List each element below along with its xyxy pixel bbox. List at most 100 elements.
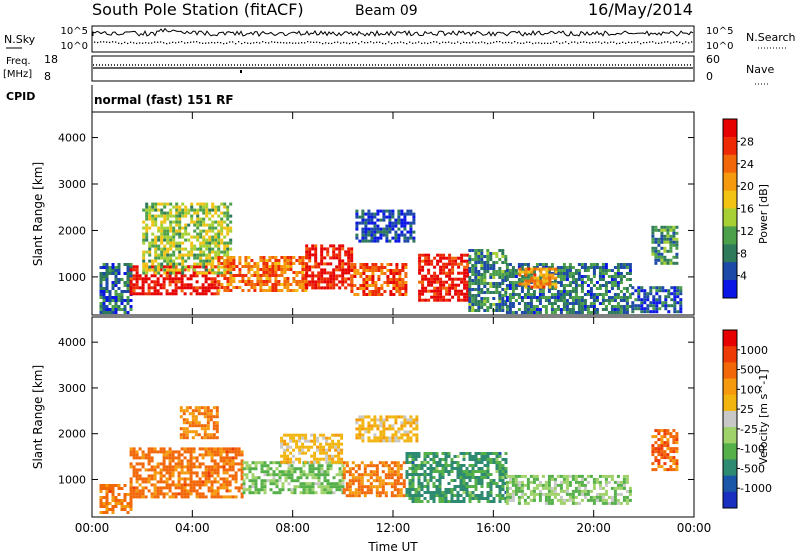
nsearch-dot: [145, 42, 147, 44]
nsearch-dot: [337, 41, 339, 43]
nsearch-dot: [403, 42, 405, 44]
nsearch-dot: [127, 42, 129, 45]
colorbar-tick-label: -25: [740, 423, 758, 436]
nsearch-dot: [436, 41, 438, 43]
nsearch-dot: [430, 42, 432, 44]
nsearch-dot: [373, 42, 375, 44]
nsearch-dot: [106, 41, 108, 43]
freq-outlier: [240, 70, 242, 73]
nsearch-dot: [181, 41, 183, 43]
nsearch-dot: [274, 41, 276, 43]
nsearch-dot: [406, 43, 408, 45]
freq-label: Freq.: [6, 56, 31, 67]
time-axis-label: Time UT: [367, 540, 418, 554]
colorbar-swatch: [723, 394, 737, 412]
nsearch-dot: [259, 42, 261, 44]
colorbar-tick-label: -1000: [740, 482, 772, 495]
colorbar-tick-label: 24: [740, 158, 754, 171]
nsearch-dot: [376, 41, 378, 43]
nsearch-dot: [238, 41, 240, 43]
colorbar-tick-label: 100: [740, 383, 761, 396]
nsearch-dot: [676, 41, 678, 43]
freq-panel: Freq. [MHz] 18 8 60 0 Nave: [3, 53, 774, 85]
nsearch-dot: [97, 41, 99, 44]
nsearch-dot: [178, 41, 180, 43]
nsearch-dot: [454, 42, 456, 44]
nsearch-dot: [352, 42, 354, 44]
nsearch-dot: [217, 41, 219, 44]
power-echo-region: [350, 263, 408, 296]
station-title: South Pole Station (fitACF): [92, 0, 304, 19]
velocity-echo-region: [505, 474, 632, 505]
velocity-ylabel: Slant Range [km]: [31, 365, 45, 469]
nsearch-dot: [241, 42, 243, 45]
nsearch-dot: [604, 41, 606, 43]
power-data: [99, 202, 683, 314]
nsearch-dot: [424, 42, 426, 44]
velocity-xtick-label: 04:00: [175, 521, 210, 535]
nsearch-dot: [655, 42, 657, 44]
colorbar-swatch: [723, 154, 737, 174]
nsearch-dot: [253, 42, 255, 44]
nsearch-dot: [244, 41, 246, 44]
velocity-echo-region: [651, 429, 679, 472]
freq-tick-top: 18: [44, 53, 58, 66]
colorbar-swatch: [723, 491, 737, 509]
nsearch-dot: [532, 42, 534, 45]
colorbar-frame: [722, 329, 738, 509]
velocity-echo-region: [405, 452, 508, 503]
nsearch-dot: [190, 41, 192, 43]
nsearch-dot: [301, 42, 303, 44]
colorbar-swatch: [723, 262, 737, 281]
colorbar-swatch: [723, 280, 737, 299]
nsearch-dot: [130, 41, 132, 43]
nsearch-dot: [589, 42, 591, 44]
colorbar-tick-label: 500: [740, 364, 761, 377]
nsearch-dot: [670, 42, 672, 44]
nsearch-dot: [514, 41, 516, 43]
colorbar-tick-label: 16: [740, 203, 754, 216]
nsearch-dot: [478, 42, 480, 44]
nsearch-dot: [361, 41, 363, 43]
velocity-ytick-label: 1000: [58, 473, 86, 486]
nsearch-dot: [526, 41, 528, 43]
nsearch-dot: [271, 41, 273, 43]
power-ytick-label: 2000: [58, 224, 86, 237]
cpid-label: CPID: [6, 90, 35, 103]
nsearch-dot: [541, 42, 543, 45]
power-echo-region: [518, 267, 558, 289]
nsearch-dot: [445, 41, 447, 44]
nsearch-dot: [517, 42, 519, 44]
nsearch-dot: [250, 42, 252, 45]
nsearch-dot: [556, 41, 558, 43]
colorbar-tick-label: 1000: [740, 344, 768, 357]
nsearch-dot: [154, 41, 156, 43]
nsearch-dot: [625, 42, 627, 44]
colorbar-swatch: [723, 410, 737, 428]
power-echo-region: [355, 209, 416, 243]
nsearch-label: N.Search: [746, 31, 796, 44]
nsearch-dot: [691, 41, 693, 43]
nsearch-dot: [463, 41, 465, 43]
nsearch-dot: [316, 41, 318, 43]
freq-tick-bottom: 8: [44, 70, 51, 83]
nsearch-dot: [469, 42, 471, 44]
nsearch-dot: [226, 42, 228, 44]
nsearch-dot: [112, 41, 114, 43]
colorbar-tick-label: 20: [740, 180, 754, 193]
colorbar-swatch: [723, 136, 737, 156]
nsearch-dot: [682, 42, 684, 45]
velocity-panel: 1000 2000 3000 4000 00:00 04:00 08:00 12:00 16:…: [31, 316, 711, 554]
nave-tick-bottom: 0: [706, 70, 713, 83]
nsearch-dot: [265, 41, 267, 44]
colorbar-swatch: [723, 443, 737, 460]
nsearch-dot: [460, 42, 462, 45]
velocity-data: [99, 406, 679, 514]
nsky-label: N.Sky: [4, 33, 36, 46]
nsky-tick-bottom: 10^0: [61, 41, 88, 52]
nsearch-dot: [94, 41, 96, 43]
nsearch-dot: [562, 42, 564, 44]
power-echo-region: [651, 225, 679, 265]
nsearch-dot: [370, 41, 372, 43]
colorbar-swatch: [723, 226, 737, 245]
